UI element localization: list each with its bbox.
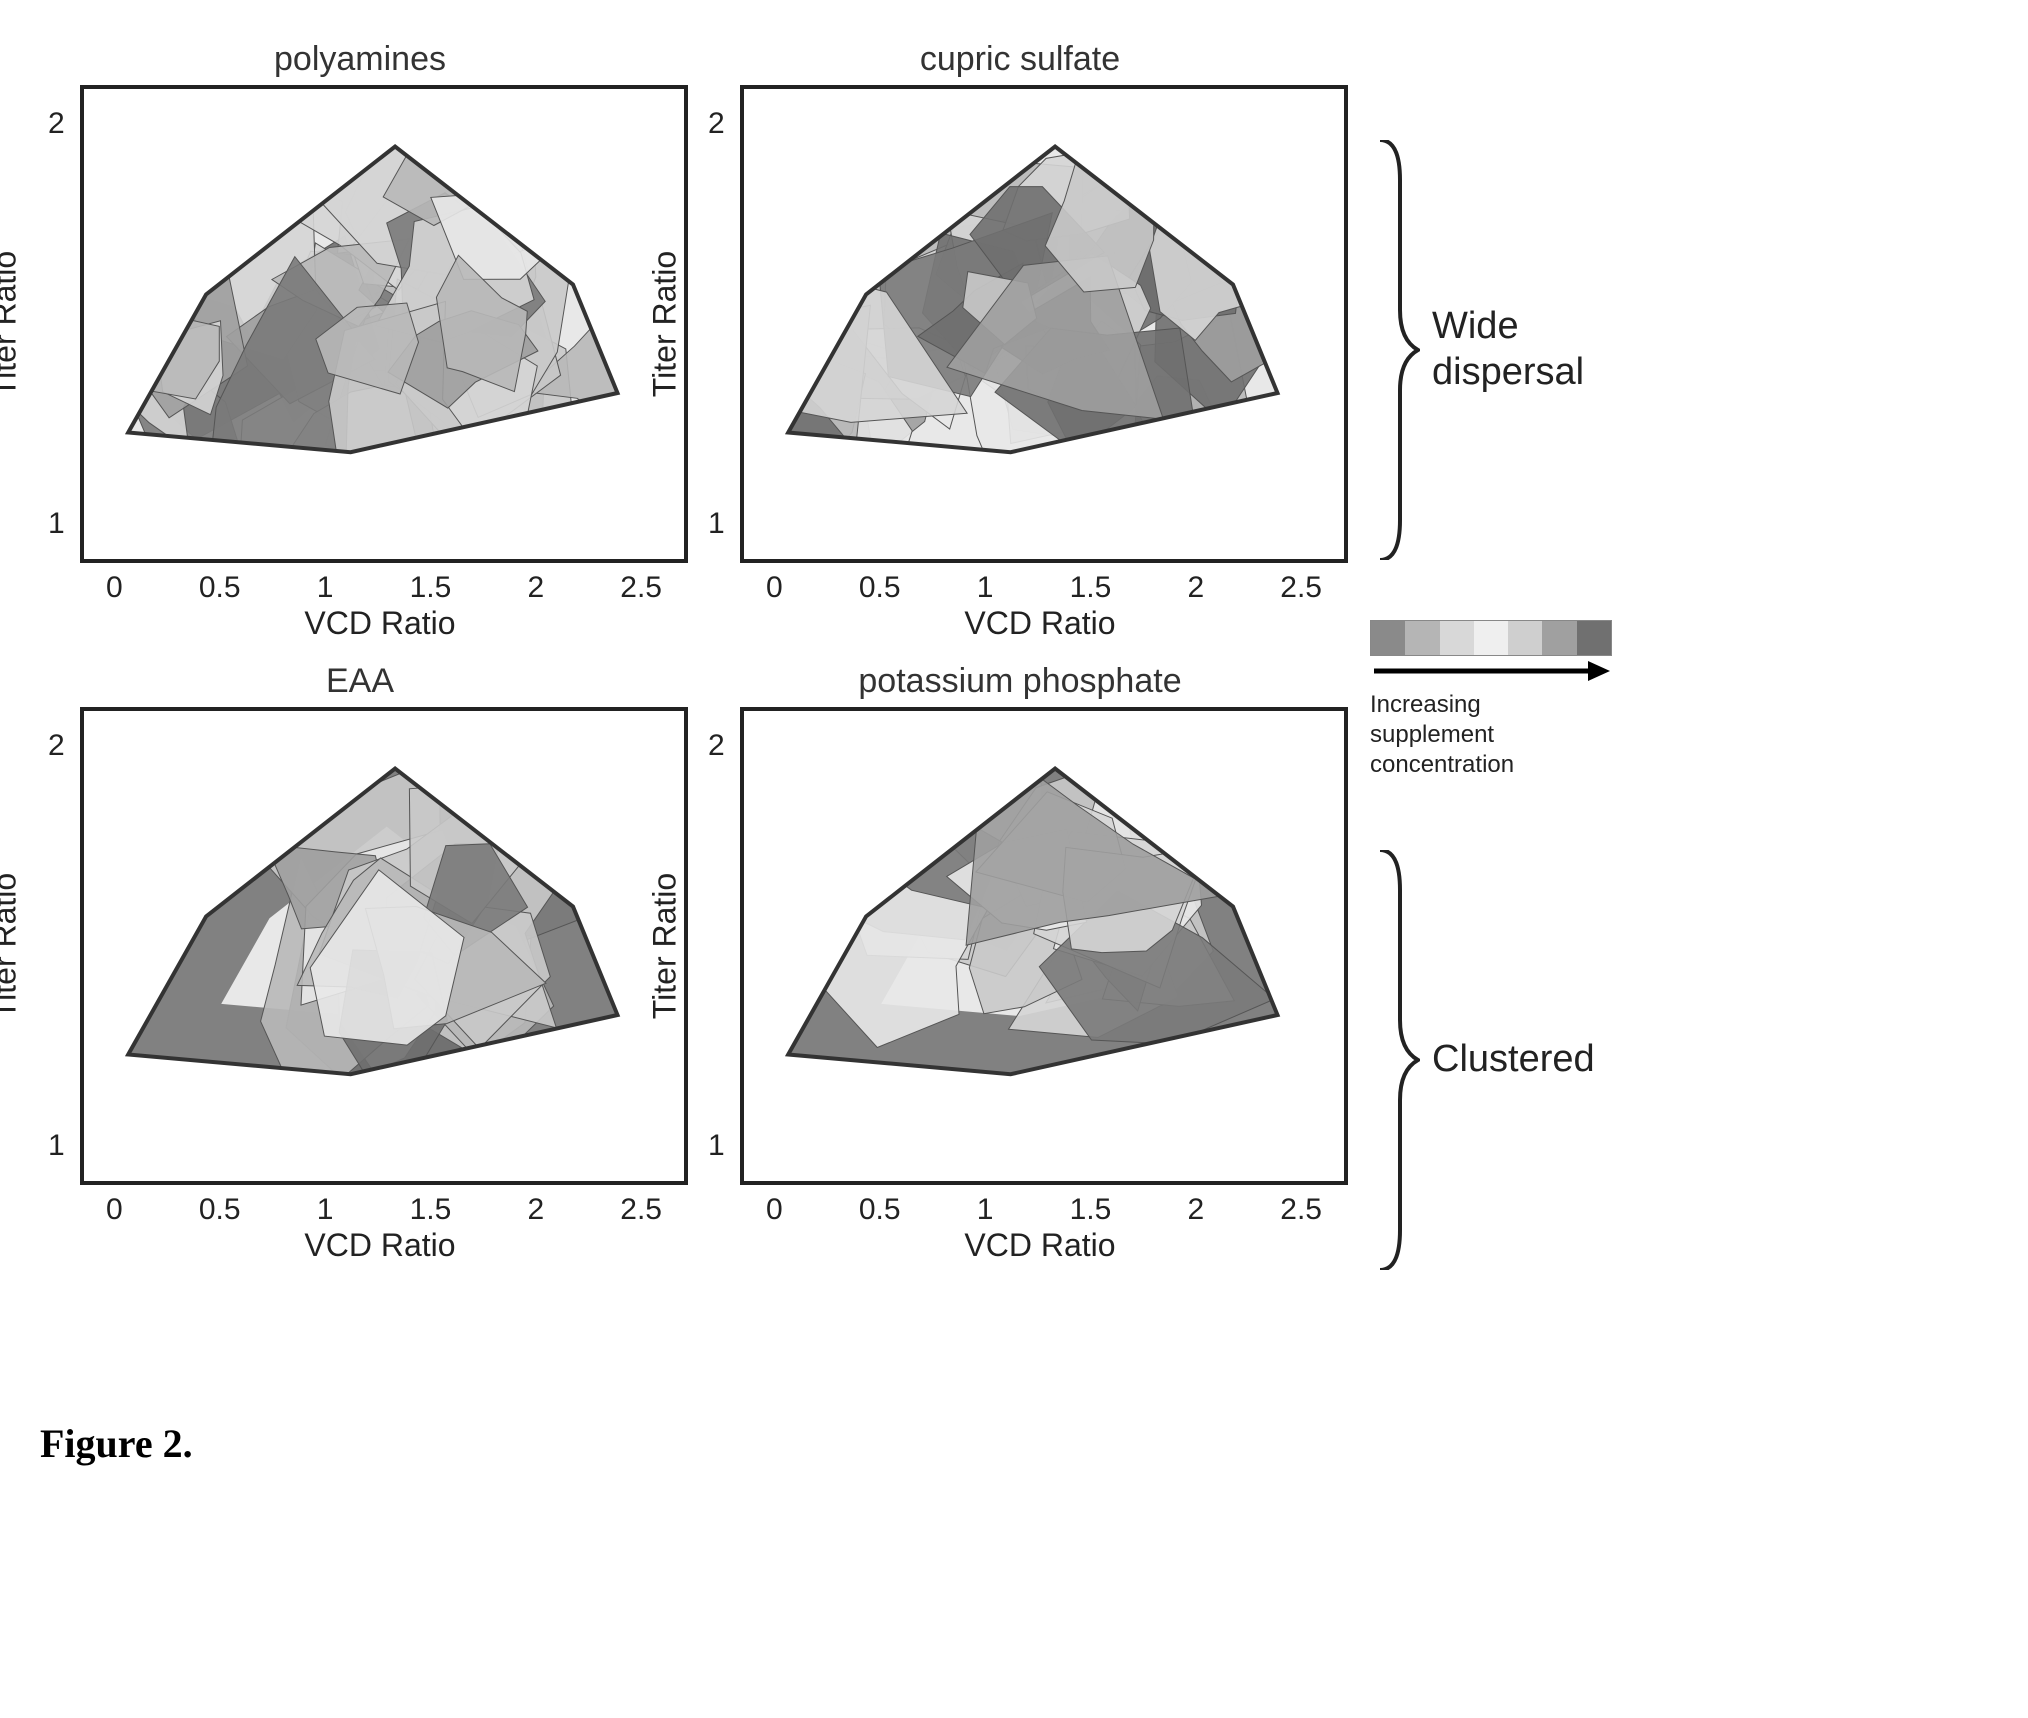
x-tick: 2 — [1187, 571, 1204, 605]
x-tick: 2 — [527, 571, 544, 605]
x-tick: 1.5 — [1070, 1193, 1112, 1227]
plot-box: Titer Ratio 2 1 0 0.5 1 1.5 2 2.5 — [740, 85, 1348, 563]
contour-plot — [106, 729, 662, 1163]
brace-label: Widedispersal — [1432, 304, 1584, 395]
x-tick: 0 — [106, 571, 123, 605]
x-axis-label: VCD Ratio — [80, 605, 680, 642]
figure-container: polyamines Titer Ratio 2 1 0 0.5 1 1.5 2… — [40, 40, 1988, 1310]
x-tick: 1 — [977, 1193, 994, 1227]
x-tick: 2.5 — [1280, 571, 1322, 605]
x-tick: 0.5 — [859, 571, 901, 605]
plot-title: potassium phosphate — [700, 662, 1340, 701]
y-tick: 2 — [48, 729, 65, 763]
y-tick: 2 — [708, 107, 725, 141]
x-axis-label: VCD Ratio — [80, 1227, 680, 1264]
brace-icon — [1370, 140, 1420, 560]
y-axis-label: Titer Ratio — [646, 251, 683, 397]
y-tick: 1 — [48, 1129, 65, 1163]
y-ticks: 2 1 — [708, 107, 725, 541]
x-tick: 2.5 — [620, 1193, 662, 1227]
x-tick: 2.5 — [1280, 1193, 1322, 1227]
plot-title: cupric sulfate — [700, 40, 1340, 79]
y-tick: 1 — [48, 507, 65, 541]
x-tick: 1.5 — [1070, 571, 1112, 605]
x-ticks: 0 0.5 1 1.5 2 2.5 — [766, 1193, 1322, 1227]
x-tick: 0.5 — [199, 571, 241, 605]
contour-plot — [766, 107, 1322, 541]
plot-title: EAA — [40, 662, 680, 701]
y-tick: 2 — [708, 729, 725, 763]
x-tick: 1 — [317, 571, 334, 605]
x-ticks: 0 0.5 1 1.5 2 2.5 — [106, 1193, 662, 1227]
x-tick: 1.5 — [410, 1193, 452, 1227]
plot-box: Titer Ratio 2 1 0 0.5 1 1.5 2 2.5 — [80, 707, 688, 1185]
x-tick: 2.5 — [620, 571, 662, 605]
y-ticks: 2 1 — [48, 107, 65, 541]
y-axis-label: Titer Ratio — [646, 873, 683, 1019]
y-ticks: 2 1 — [708, 729, 725, 1163]
x-tick: 0.5 — [199, 1193, 241, 1227]
gradient-bar — [1370, 620, 1612, 656]
x-axis-label: VCD Ratio — [740, 605, 1340, 642]
brace-group-top: Widedispersal — [1370, 100, 1690, 600]
x-tick: 1.5 — [410, 571, 452, 605]
plot-box: Titer Ratio 2 1 0 0.5 1 1.5 2 2.5 — [80, 85, 688, 563]
x-tick: 0.5 — [859, 1193, 901, 1227]
y-ticks: 2 1 — [48, 729, 65, 1163]
y-tick: 1 — [708, 507, 725, 541]
x-ticks: 0 0.5 1 1.5 2 2.5 — [766, 571, 1322, 605]
plot-title: polyamines — [40, 40, 680, 79]
x-tick: 2 — [1187, 1193, 1204, 1227]
x-tick: 0 — [766, 571, 783, 605]
contour-plot — [106, 107, 662, 541]
side-panel: Widedispersal Increasingsupplementconcen… — [1370, 40, 1690, 1310]
contour-plot — [766, 729, 1322, 1163]
figure-caption: Figure 2. — [40, 1420, 1988, 1467]
x-ticks: 0 0.5 1 1.5 2 2.5 — [106, 571, 662, 605]
plot-eaa: EAA Titer Ratio 2 1 0 0.5 1 1.5 2 2.5 VC… — [40, 662, 680, 1264]
arrow-icon — [1370, 656, 1610, 686]
brace-icon — [1370, 850, 1420, 1270]
legend-text: Increasingsupplementconcentration — [1370, 690, 1690, 780]
y-tick: 1 — [708, 1129, 725, 1163]
x-tick: 0 — [106, 1193, 123, 1227]
plots-grid: polyamines Titer Ratio 2 1 0 0.5 1 1.5 2… — [40, 40, 1340, 1264]
y-tick: 2 — [48, 107, 65, 141]
x-tick: 1 — [317, 1193, 334, 1227]
brace-label: Clustered — [1432, 1037, 1595, 1083]
x-tick: 1 — [977, 571, 994, 605]
plot-polyamines: polyamines Titer Ratio 2 1 0 0.5 1 1.5 2… — [40, 40, 680, 642]
y-axis-label: Titer Ratio — [0, 873, 23, 1019]
plot-cupric-sulfate: cupric sulfate Titer Ratio 2 1 0 0.5 1 1… — [700, 40, 1340, 642]
x-tick: 0 — [766, 1193, 783, 1227]
brace-group-bottom: Clustered — [1370, 810, 1690, 1310]
plot-potassium-phosphate: potassium phosphate Titer Ratio 2 1 0 0.… — [700, 662, 1340, 1264]
y-axis-label: Titer Ratio — [0, 251, 23, 397]
plot-box: Titer Ratio 2 1 0 0.5 1 1.5 2 2.5 — [740, 707, 1348, 1185]
legend-block: Increasingsupplementconcentration — [1370, 620, 1690, 780]
x-tick: 2 — [527, 1193, 544, 1227]
x-axis-label: VCD Ratio — [740, 1227, 1340, 1264]
